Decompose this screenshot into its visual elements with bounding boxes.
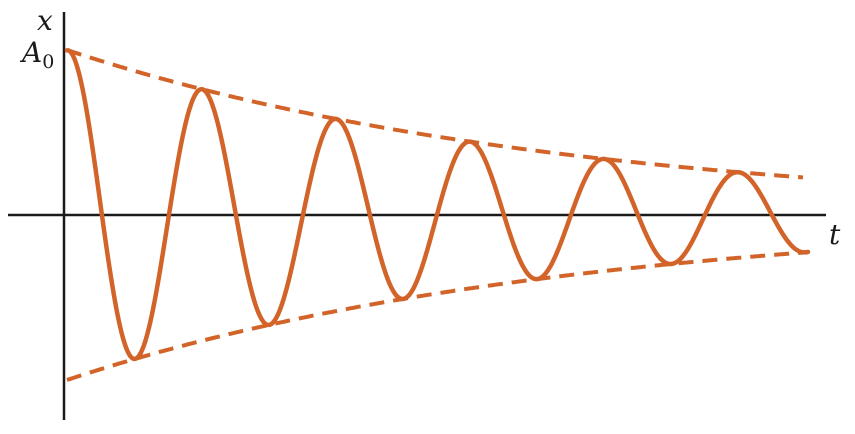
y-axis-label: x	[37, 4, 53, 37]
amplitude-letter: A	[19, 36, 42, 69]
amplitude-label: A0	[19, 36, 54, 73]
damped-oscillation-curve	[64, 48, 811, 362]
upper-envelope-curve	[66, 48, 804, 180]
lower-envelope-curve	[66, 250, 804, 382]
amplitude-subscript: 0	[42, 51, 54, 73]
x-axis-label: t	[829, 218, 841, 251]
